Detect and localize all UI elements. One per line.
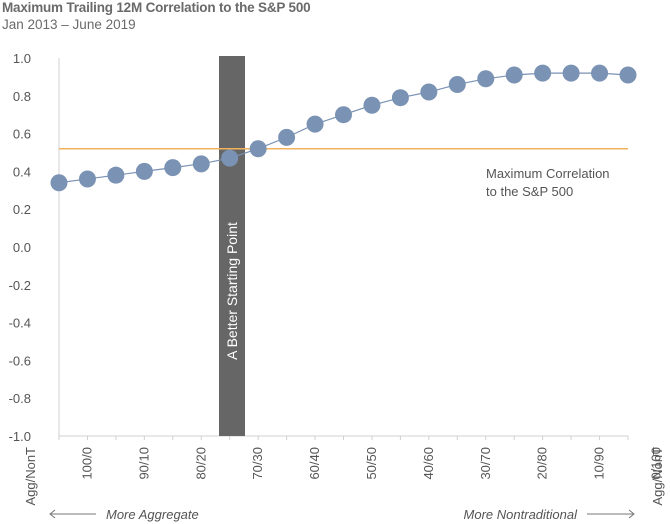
x-tick-label: 100/0	[79, 447, 94, 480]
data-point	[192, 155, 210, 173]
data-point	[534, 64, 552, 82]
data-point	[221, 149, 239, 167]
data-point	[477, 70, 495, 88]
data-point	[107, 166, 125, 184]
y-tick-label: 0.6	[13, 127, 31, 142]
x-tick-label: 70/30	[250, 447, 265, 480]
data-point	[164, 159, 182, 177]
y-axis-ticks: 1.0 0.8 0.6 0.4 0.2 0.0 -0.2 -0.4 -0.6 -0.8 -1.0	[9, 51, 31, 444]
y-tick-label: 0.0	[13, 240, 31, 255]
y-tick-label: -1.0	[9, 429, 31, 444]
x-tick-label: 90/10	[136, 447, 151, 480]
data-point	[249, 140, 267, 158]
arrow-right-icon	[628, 509, 635, 519]
data-point	[335, 106, 352, 124]
better-starting-point-label: A Better Starting Point	[224, 222, 240, 360]
data-point	[391, 89, 409, 107]
reference-line-label: Maximum Correlation	[486, 166, 610, 181]
y-tick-label: 0.4	[13, 164, 31, 179]
data-point	[505, 66, 523, 84]
y-tick-label: 0.2	[13, 202, 31, 217]
reference-line-label-2: to the S&P 500	[486, 184, 573, 199]
y-tick-label: 1.0	[13, 51, 31, 66]
direction-left-label: More Aggregate	[106, 507, 199, 522]
chart-subtitle: Jan 2013 – June 2019	[2, 17, 136, 32]
x-axis-tick-labels: 100/0 90/10 80/20 70/30 60/40 50/50 40/60 30/70…	[79, 447, 663, 480]
x-tick-label: 0/100	[648, 447, 663, 480]
data-point	[278, 128, 296, 146]
x-tick-label: 10/90	[592, 447, 607, 480]
x-tick-label: 40/60	[421, 447, 436, 480]
data-point	[50, 174, 68, 192]
direction-left: More Aggregate	[49, 507, 199, 522]
x-axis-end-label: Agg/NonT	[650, 447, 665, 506]
better-starting-point-band	[219, 56, 245, 436]
data-point	[78, 170, 96, 188]
data-point	[448, 75, 466, 93]
x-tick-label: 20/80	[535, 447, 550, 480]
y-tick-label: -0.4	[9, 316, 31, 331]
y-tick-label: -0.8	[9, 391, 31, 406]
x-tick-label: 30/70	[478, 447, 493, 480]
data-point	[562, 64, 580, 82]
data-point	[420, 83, 438, 101]
chart-title: Maximum Trailing 12M Correlation to the …	[2, 0, 311, 15]
x-tick-label: 60/40	[307, 447, 322, 480]
y-tick-label: -0.6	[9, 353, 31, 368]
correlation-points	[50, 64, 637, 192]
data-point	[306, 115, 324, 133]
y-tick-label: -0.2	[9, 278, 31, 293]
data-point	[591, 64, 609, 82]
direction-right: More Nontraditional	[464, 507, 635, 522]
x-axis-start-label: Agg/NonT	[23, 447, 38, 506]
y-tick-label: 0.8	[13, 89, 31, 104]
x-tick-label: 80/20	[193, 447, 208, 480]
data-point	[619, 66, 637, 84]
data-point	[135, 162, 153, 180]
x-tick-label: 50/50	[364, 447, 379, 480]
direction-right-label: More Nontraditional	[464, 507, 579, 522]
x-axis-tickmarks	[58, 436, 629, 440]
data-point	[363, 96, 381, 114]
arrow-left-icon	[49, 509, 56, 519]
